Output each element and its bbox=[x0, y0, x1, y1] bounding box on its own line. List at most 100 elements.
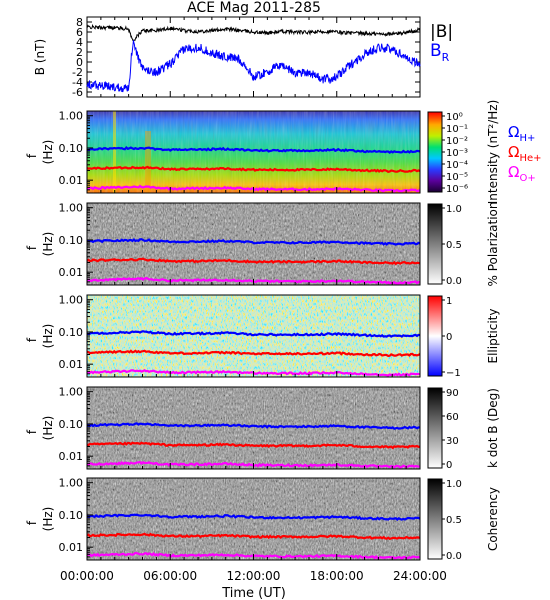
y-axis-label-unit: (Hz) bbox=[41, 507, 55, 532]
x-tick-label: 18:00:00 bbox=[310, 569, 364, 583]
gyro-trace-h bbox=[87, 146, 420, 154]
panel-ellipticity: 1.00 0.10 0.01 f (Hz) 1 0 −1 Ellipticity bbox=[25, 294, 500, 379]
gyro-trace-h bbox=[87, 238, 420, 246]
colorbar-tick-label: 60 bbox=[446, 412, 459, 423]
y-tick-label: 0.10 bbox=[59, 509, 84, 522]
colorbar-tick-label: 10⁻⁶ bbox=[446, 184, 468, 195]
series-line-b-r bbox=[86, 40, 421, 93]
colorbar-tick-label: 10⁻¹ bbox=[446, 124, 468, 135]
gyro-trace-he bbox=[87, 532, 420, 540]
gyro-trace-h bbox=[87, 422, 420, 430]
x-axis-label: Time (UT) bbox=[221, 586, 286, 600]
colorbar-tick-label: 1.0 bbox=[446, 479, 462, 490]
y-axis-label-f: f bbox=[25, 429, 39, 434]
gyro-trace-he bbox=[87, 349, 420, 358]
legend-omega-o: ΩO+ bbox=[508, 163, 536, 184]
figure-title: ACE Mag 2011-285 bbox=[187, 0, 321, 16]
y-axis-label-unit: (Hz) bbox=[41, 140, 55, 165]
legend-omega-he: ΩHe+ bbox=[508, 143, 542, 164]
spectral-panels: 1.000.100.01f (Hz)10⁰10⁻¹10⁻²10⁻³10⁻⁴10⁻⁵… bbox=[25, 100, 500, 562]
y-tick-label: 1.00 bbox=[59, 477, 84, 490]
panel-kdotb: 1.00 0.10 0.01 f (Hz) 90 60 30 0 k dot B (Deg) bbox=[25, 386, 500, 471]
x-tick-label: 00:00:00 bbox=[60, 569, 114, 583]
y-tick-label: 1.00 bbox=[59, 202, 84, 215]
colorbar bbox=[427, 387, 443, 469]
gyro-trace-he bbox=[87, 257, 420, 266]
colorbar-label: Intensity (nT²/Hz) bbox=[486, 100, 500, 205]
colorbar-tick-label: 0.0 bbox=[446, 551, 462, 562]
x-axis-tick-labels: 00:00:00 06:00:00 12:00:00 18:00:00 24:00:00 bbox=[60, 569, 447, 583]
y-axis-label-f: f bbox=[25, 520, 39, 525]
colorbar bbox=[427, 203, 443, 285]
colorbar bbox=[427, 111, 443, 193]
panel-frame bbox=[86, 16, 421, 98]
spectrogram bbox=[87, 478, 420, 560]
y-tick-label: 0.01 bbox=[59, 174, 84, 187]
colorbar-tick-label: 10⁻⁵ bbox=[446, 172, 468, 183]
legend-omega-h: ΩH+ bbox=[508, 123, 535, 144]
x-tick-label: 06:00:00 bbox=[143, 569, 197, 583]
panel-coherency: 1.00 0.10 0.01 f (Hz) 1.0 0.5 0.0 Coherency bbox=[25, 477, 500, 562]
colorbar-tick-label: 0 bbox=[446, 332, 452, 343]
colorbar-tick-label: 30 bbox=[446, 436, 459, 447]
colorbar-tick-label: 1 bbox=[446, 296, 452, 307]
colorbar bbox=[427, 295, 443, 377]
y-tick-label: 1.00 bbox=[59, 386, 84, 399]
y-tick-label: -2 bbox=[72, 66, 83, 79]
gyro-trace-h bbox=[87, 513, 420, 521]
gyrofrequency-legend: ΩH+ ΩHe+ ΩO+ bbox=[508, 123, 542, 184]
gyro-trace-h bbox=[87, 330, 420, 338]
x-tick-label: 12:00:00 bbox=[227, 569, 281, 583]
colorbar-tick-label: 10⁻⁴ bbox=[446, 160, 468, 171]
colorbar bbox=[427, 478, 443, 560]
colorbar-tick-label: 10⁰ bbox=[446, 112, 463, 123]
y-tick-label: 0.01 bbox=[59, 358, 84, 371]
colorbar-label: Coherency bbox=[486, 487, 500, 551]
y-tick-label: 0.01 bbox=[59, 266, 84, 279]
gyro-trace-he bbox=[87, 441, 420, 450]
y-tick-label: 6 bbox=[76, 26, 83, 39]
y-axis-label-unit: (Hz) bbox=[41, 416, 55, 441]
x-axis: 00:00:00 06:00:00 12:00:00 18:00:00 24:00:00… bbox=[60, 569, 447, 600]
y-tick-label: 0 bbox=[76, 56, 83, 69]
y-tick-label: 0.10 bbox=[59, 234, 84, 247]
spectrogram bbox=[87, 203, 420, 285]
colorbar-tick-label: −1 bbox=[446, 368, 461, 379]
y-tick-label: 0.10 bbox=[59, 142, 84, 155]
panel-polarization: 1.00 0.10 0.01 f (Hz) 1.0 0.5 0.0 % Polarization bbox=[25, 202, 500, 287]
y-tick-label: 0.10 bbox=[59, 326, 84, 339]
series-line-abs-b bbox=[86, 23, 421, 42]
y-axis-label: B (nT) bbox=[33, 39, 47, 75]
y-axis-label-unit: (Hz) bbox=[41, 232, 55, 257]
colorbar-tick-label: 10⁻³ bbox=[446, 148, 468, 159]
y-tick-label: -6 bbox=[72, 86, 83, 99]
colorbar-tick-label: 10⁻² bbox=[446, 136, 468, 147]
colorbar-tick-label: 0 bbox=[446, 460, 452, 471]
y-tick-label: 1.00 bbox=[59, 110, 84, 123]
x-tick-label: 24:00:00 bbox=[393, 569, 447, 583]
spectrogram bbox=[87, 295, 420, 377]
colorbar-label: % Polarization bbox=[486, 202, 500, 287]
colorbar-tick-label: 0.5 bbox=[446, 515, 462, 526]
y-axis-label-f: f bbox=[25, 337, 39, 342]
y-tick-label: 8 bbox=[76, 16, 83, 29]
legend-b-r: BR bbox=[430, 41, 450, 64]
y-tick-label: 4 bbox=[76, 36, 83, 49]
legend-abs-b: |B| bbox=[430, 22, 453, 42]
y-axis-label-f: f bbox=[25, 153, 39, 158]
colorbar-label: k dot B (Deg) bbox=[486, 388, 500, 468]
y-tick-label: 1.00 bbox=[59, 294, 84, 307]
y-axis-label-f: f bbox=[25, 245, 39, 250]
colorbar-tick-label: 0.5 bbox=[446, 240, 462, 251]
y-tick-label: 0.10 bbox=[59, 418, 84, 431]
colorbar-label: Ellipticity bbox=[486, 309, 500, 364]
spectrogram bbox=[87, 111, 420, 193]
colorbar-tick-label: 1.0 bbox=[446, 204, 462, 215]
spectrogram bbox=[87, 387, 420, 469]
y-tick-label: 2 bbox=[76, 46, 83, 59]
y-tick-label: -4 bbox=[72, 76, 83, 89]
panel-intensity: 1.00 0.10 0.01 f (Hz) 10⁰10⁻¹10⁻²10⁻³10⁻⁴10⁻⁵… bbox=[25, 100, 500, 205]
